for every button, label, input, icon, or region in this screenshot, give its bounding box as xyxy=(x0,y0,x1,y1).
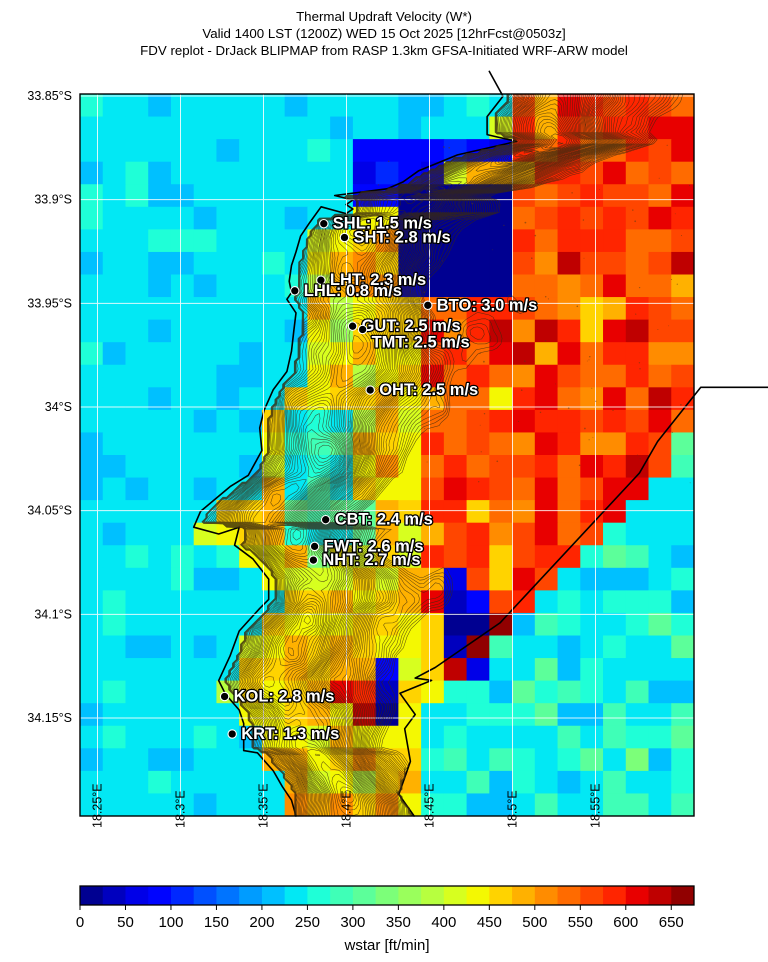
svg-text:100: 100 xyxy=(158,914,183,931)
svg-text:LHL: 0.8 m/s: LHL: 0.8 m/s xyxy=(304,282,402,300)
svg-text:550: 550 xyxy=(568,914,593,931)
svg-text:18.55°E: 18.55°E xyxy=(589,783,603,828)
svg-text:18.25°E: 18.25°E xyxy=(91,783,105,828)
svg-text:34.15°S: 34.15°S xyxy=(27,711,72,725)
svg-text:300: 300 xyxy=(340,914,365,931)
svg-text:KRT: 1.3 m/s: KRT: 1.3 m/s xyxy=(241,725,339,743)
svg-text:GUT: 2.5 m/s: GUT: 2.5 m/s xyxy=(362,317,461,335)
svg-text:400: 400 xyxy=(431,914,456,931)
svg-text:CBT: 2.4 m/s: CBT: 2.4 m/s xyxy=(335,511,433,529)
svg-text:33.95°S: 33.95°S xyxy=(27,296,72,310)
svg-text:250: 250 xyxy=(295,914,320,931)
svg-text:450: 450 xyxy=(477,914,502,931)
svg-text:600: 600 xyxy=(613,914,638,931)
svg-text:18.3°E: 18.3°E xyxy=(174,790,188,828)
svg-text:34.1°S: 34.1°S xyxy=(34,607,72,621)
svg-text:BTO: 3.0 m/s: BTO: 3.0 m/s xyxy=(437,296,538,314)
svg-text:33.9°S: 33.9°S xyxy=(34,193,72,207)
svg-text:NHT: 2.7 m/s: NHT: 2.7 m/s xyxy=(322,551,420,569)
svg-text:200: 200 xyxy=(249,914,274,931)
svg-text:18.45°E: 18.45°E xyxy=(423,783,437,828)
svg-text:OHT: 2.5 m/s: OHT: 2.5 m/s xyxy=(379,381,478,399)
svg-text:650: 650 xyxy=(659,914,684,931)
svg-text:wstar [ft/min]: wstar [ft/min] xyxy=(343,937,429,954)
svg-text:18.35°E: 18.35°E xyxy=(257,783,271,828)
svg-text:500: 500 xyxy=(522,914,547,931)
svg-text:33.85°S: 33.85°S xyxy=(27,89,72,103)
svg-text:350: 350 xyxy=(386,914,411,931)
svg-text:18.5°E: 18.5°E xyxy=(506,790,520,828)
svg-text:150: 150 xyxy=(204,914,229,931)
svg-text:34°S: 34°S xyxy=(45,400,72,414)
svg-text:18.4°E: 18.4°E xyxy=(340,790,354,828)
svg-text:50: 50 xyxy=(117,914,134,931)
svg-text:KOL: 2.8 m/s: KOL: 2.8 m/s xyxy=(234,688,335,706)
svg-text:34.05°S: 34.05°S xyxy=(27,504,72,518)
svg-text:SHT: 2.8 m/s: SHT: 2.8 m/s xyxy=(354,229,451,247)
svg-text:0: 0 xyxy=(76,914,84,931)
svg-text:TMT: 2.5 m/s: TMT: 2.5 m/s xyxy=(372,334,470,352)
